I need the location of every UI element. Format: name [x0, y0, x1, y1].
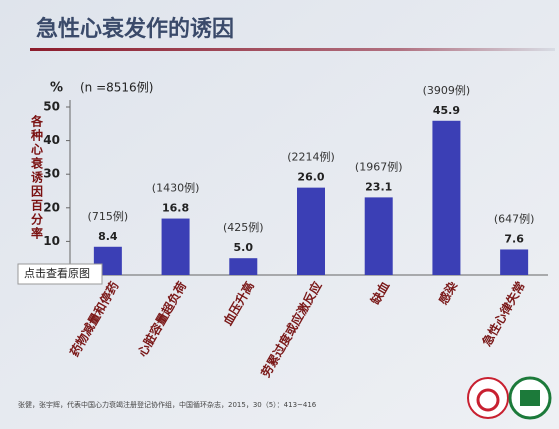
value-label: 8.4: [98, 230, 118, 243]
count-annotation: (1430例): [152, 181, 200, 195]
count-annotation: (3909例): [423, 83, 471, 97]
value-label: 16.8: [162, 202, 189, 215]
count-annotation: (2214例): [287, 150, 335, 164]
y-tick-label: 30: [43, 167, 60, 181]
value-label: 45.9: [433, 104, 460, 117]
chart-title: 急性心衰发作的诱因: [36, 16, 234, 42]
count-annotation: (647例): [494, 211, 535, 225]
source: 张健，张宇辉，代表中国心力衰竭注册登记协作组，中国循环杂志，2015，30（5）…: [18, 400, 317, 409]
popup-text[interactable]: 点击查看原图: [24, 266, 90, 280]
value-label: 5.0: [234, 241, 254, 254]
y-tick-label: 40: [43, 133, 60, 147]
title-rule: [30, 48, 555, 51]
y-tick-label: 20: [43, 200, 60, 214]
logos: [467, 376, 552, 420]
y-unit: %: [50, 81, 63, 96]
bar: [161, 218, 190, 275]
count-annotation: (425例): [223, 220, 264, 234]
bar: [364, 197, 393, 275]
value-label: 23.1: [365, 180, 392, 193]
bar: [229, 258, 258, 275]
count-annotation: (1967例): [355, 159, 403, 173]
value-label: 7.6: [504, 232, 524, 245]
popup-box[interactable]: [17, 263, 103, 285]
count-annotation: (715例): [88, 209, 129, 223]
bar: [432, 120, 461, 275]
value-label: 26.0: [297, 171, 324, 184]
y-axis-label: 各种心衰诱因百分率: [30, 114, 44, 241]
sample-note: (n =8516例): [80, 81, 153, 95]
popup[interactable]: 点击查看原图: [17, 263, 103, 285]
y-tick-label: 10: [43, 234, 60, 248]
bar: [500, 249, 529, 275]
y-tick-label: 50: [43, 100, 60, 114]
bar: [297, 187, 325, 275]
